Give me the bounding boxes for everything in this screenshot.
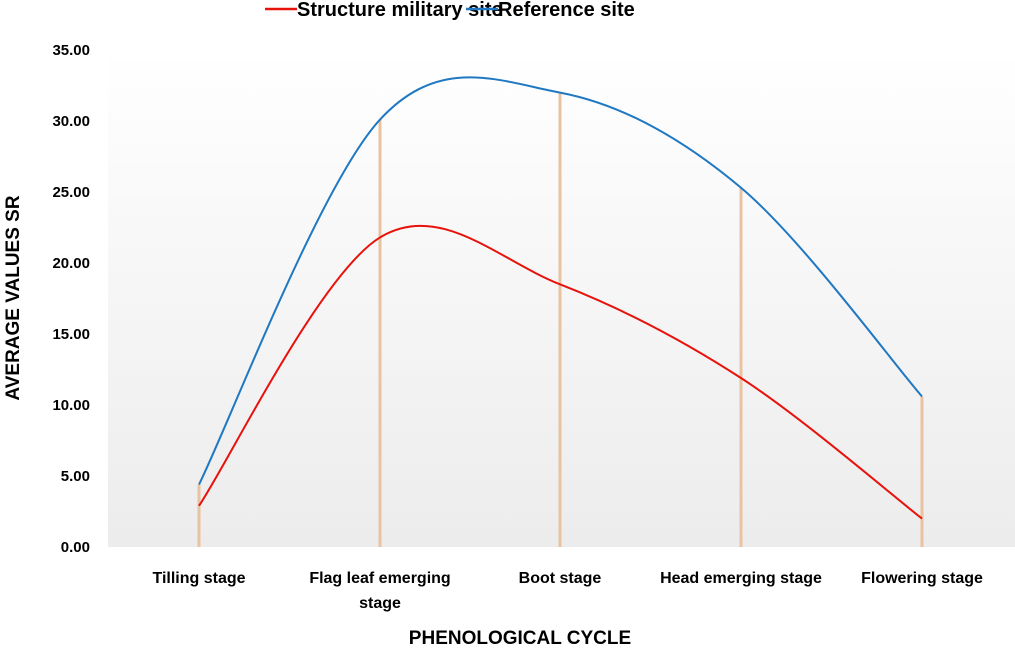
x-tick-label: Head emerging stage (660, 570, 822, 587)
series-line-1 (198, 76, 923, 485)
x-tick-label: Flowering stage (861, 570, 983, 587)
drop-lines (197, 92, 924, 547)
series-lines (198, 76, 923, 520)
y-tick-label: 20.00 (52, 255, 90, 272)
y-axis-ticks: 0.00 5.00 10.00 15.00 20.00 25.00 30.00 35.00 (52, 42, 90, 556)
legend-label: Reference site (498, 0, 635, 21)
y-tick-label: 15.00 (52, 326, 90, 343)
x-axis-title: PHENOLOGICAL CYCLE (409, 628, 631, 648)
y-tick-label: 10.00 (52, 397, 90, 414)
x-tick-label: stage (359, 595, 401, 612)
series-line-0 (198, 224, 923, 520)
x-tick-label: Boot stage (519, 570, 602, 587)
y-tick-label: 30.00 (52, 113, 90, 130)
y-tick-label: 35.00 (52, 42, 90, 59)
x-axis-ticks: Tilling stage Flag leaf emerging stage Boot… (152, 570, 983, 612)
y-axis-title: AVERAGE VALUES SR (3, 195, 24, 400)
x-tick-label: Flag leaf emerging (309, 570, 450, 587)
y-tick-label: 25.00 (52, 184, 90, 201)
y-tick-label: 5.00 (61, 468, 90, 485)
y-tick-label: 0.00 (61, 539, 90, 556)
x-tick-label: Tilling stage (152, 570, 245, 587)
legend-label: Structure military site (297, 0, 503, 21)
